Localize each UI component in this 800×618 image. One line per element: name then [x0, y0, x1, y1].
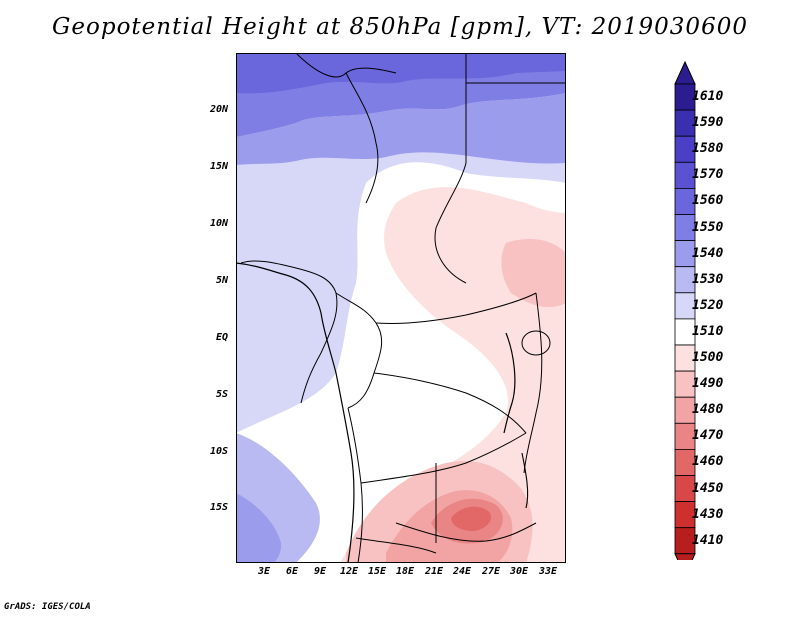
lat-label-15s: 15S — [209, 502, 228, 513]
colorbar-top-arrow — [674, 60, 696, 85]
colorbar-label: 1550 — [692, 219, 724, 235]
contour-1490-north — [501, 238, 566, 308]
lake-victoria — [521, 330, 551, 356]
colorbar-label: 1470 — [692, 428, 724, 444]
lon-label-9e: 9E — [313, 566, 327, 577]
colorbar-label: 1580 — [692, 141, 724, 157]
lake-malawi — [521, 452, 529, 509]
colorbar-label: 1520 — [692, 297, 724, 313]
map-frame — [236, 53, 566, 563]
lat-label-20n: 20N — [209, 104, 228, 115]
colorbar-label: 1570 — [692, 167, 724, 183]
lon-label-15e: 15E — [367, 566, 387, 577]
lon-label-27e: 27E — [481, 566, 501, 577]
map-title: Geopotential Height at 850hPa [gpm], VT:… — [52, 14, 748, 40]
country-borders — [240, 53, 566, 563]
lon-label-3e: 3E — [257, 566, 271, 577]
lon-label-24e: 24E — [452, 566, 472, 577]
lat-label-eq: EQ — [215, 332, 228, 343]
lat-label-5n: 5N — [215, 275, 228, 286]
contour-1520-west — [236, 253, 319, 423]
lon-label-21e: 21E — [424, 566, 444, 577]
colorbar-bottom-arrow — [674, 553, 696, 560]
lat-label-10s: 10S — [209, 446, 228, 457]
colorbar — [674, 60, 696, 560]
contour-1560 — [236, 53, 566, 94]
colorbar-label: 1540 — [692, 245, 724, 261]
map-panel — [236, 53, 566, 563]
colorbar-label: 1480 — [692, 402, 724, 418]
colorbar-label: 1530 — [692, 271, 724, 287]
colorbar-label: 1430 — [692, 506, 724, 522]
grads-credit: GrADS: IGES/COLA — [4, 602, 91, 612]
lat-label-10n: 10N — [209, 218, 228, 229]
colorbar-label: 1560 — [692, 193, 724, 209]
colorbar-label: 1450 — [692, 480, 724, 496]
lon-label-6e: 6E — [285, 566, 299, 577]
colorbar-label: 1590 — [692, 115, 724, 131]
contour-1540-sw — [236, 493, 282, 563]
geopotential-map — [236, 53, 566, 563]
lon-label-30e: 30E — [509, 566, 529, 577]
colorbar-label: 1410 — [692, 532, 724, 548]
contour-1460 — [451, 506, 492, 531]
colorbar-label: 1490 — [692, 376, 724, 392]
lat-label-15n: 15N — [209, 161, 228, 172]
colorbar-label: 1510 — [692, 323, 724, 339]
coastline — [236, 262, 355, 563]
colorbar-label: 1610 — [692, 89, 724, 105]
lake-tanganyika — [503, 332, 516, 434]
colorbar-label: 1460 — [692, 454, 724, 470]
colorbar-label: 1500 — [692, 350, 724, 366]
lon-label-12e: 12E — [339, 566, 359, 577]
contour-1540 — [236, 93, 566, 165]
lon-label-33e: 33E — [538, 566, 558, 577]
lon-label-18e: 18E — [395, 566, 415, 577]
lat-label-5s: 5S — [215, 389, 228, 400]
